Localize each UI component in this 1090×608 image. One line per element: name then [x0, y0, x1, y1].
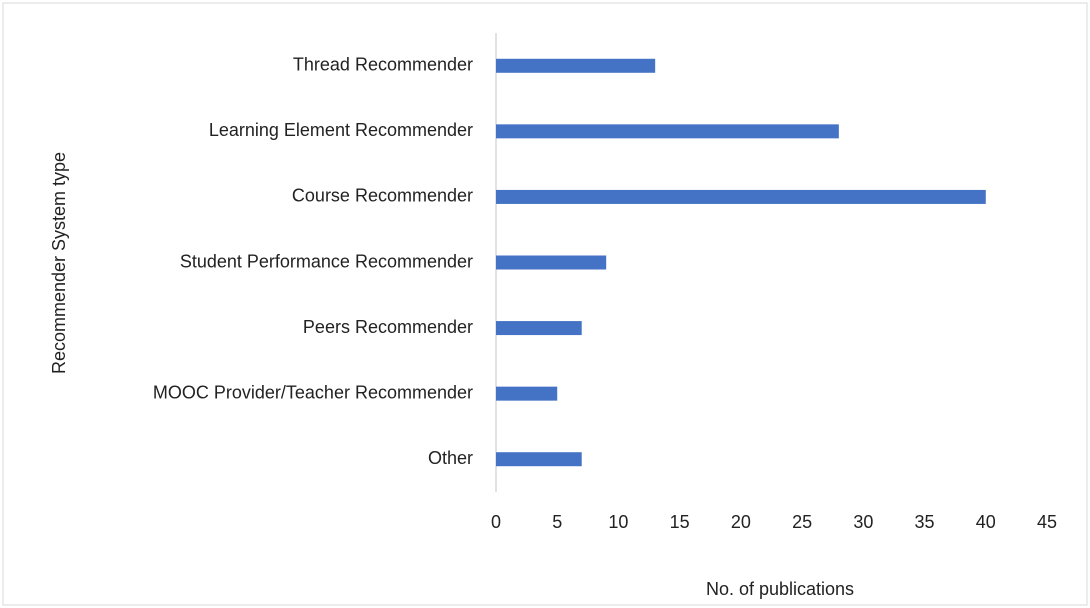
bar — [496, 386, 558, 401]
y-tick-label: Course Recommender — [292, 186, 473, 206]
x-tick-label: 0 — [491, 512, 501, 532]
x-tick-label: 5 — [552, 512, 562, 532]
bar — [496, 189, 986, 204]
x-tick-label: 10 — [608, 512, 628, 532]
y-tick-label: Student Performance Recommender — [180, 251, 473, 271]
bar — [496, 321, 582, 336]
x-tick-label: 40 — [976, 512, 996, 532]
bar — [496, 124, 839, 139]
x-axis-label: No. of publications — [706, 579, 854, 599]
x-tick-label: 15 — [670, 512, 690, 532]
bar — [496, 255, 607, 270]
y-tick-label: Thread Recommender — [293, 55, 473, 75]
bar — [496, 452, 582, 467]
y-tick-label: Other — [428, 448, 473, 468]
bar — [496, 58, 656, 73]
x-tick-label: 20 — [731, 512, 751, 532]
y-axis-label: Recommender System type — [49, 152, 69, 374]
y-tick-label: Peers Recommender — [303, 317, 473, 337]
y-tick-label: Learning Element Recommender — [209, 120, 473, 140]
x-tick-label: 30 — [853, 512, 873, 532]
x-tick-label: 25 — [792, 512, 812, 532]
y-tick-label: MOOC Provider/Teacher Recommender — [153, 382, 473, 402]
x-tick-label: 45 — [1037, 512, 1057, 532]
x-tick-label: 35 — [915, 512, 935, 532]
